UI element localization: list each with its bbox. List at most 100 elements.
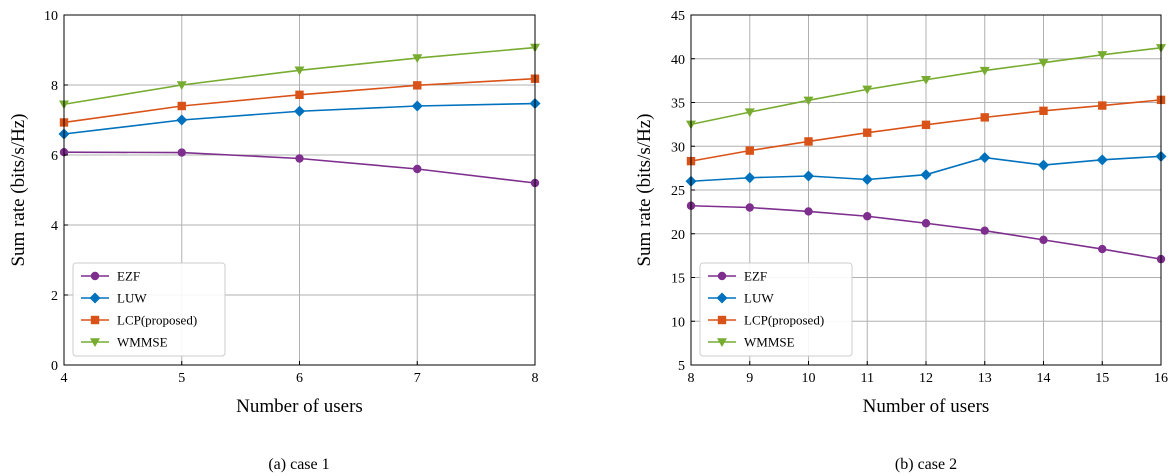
data-point [921,219,931,228]
legend-entry: WMMSE [708,335,795,350]
data-point [863,128,872,137]
y-tick-label: 30 [671,140,685,155]
x-tick-label: 12 [919,371,933,386]
y-tick-label: 2 [51,289,58,304]
data-point [1098,101,1107,110]
y-tick-label: 15 [671,272,685,287]
data-point [979,66,990,76]
data-point [177,148,186,157]
data-point [1097,51,1108,60]
data-point [745,146,754,155]
data-point [1098,244,1107,254]
series-ezf [59,148,540,188]
data-point [980,226,989,235]
data-point [804,207,813,216]
x-tick-label: 4 [61,371,68,386]
data-point [1039,106,1048,116]
legend-label: EZF [744,269,767,284]
chart-panel-1: 4 5 6 7 8 0 2 4 6 8 10 Number of users Sum rate (bit… [8,9,541,473]
y-tick-label: 40 [671,53,685,68]
x-tick-label: 8 [688,371,695,386]
axis-ticks: 8 9 10 11 12 13 14 15 16 5 10 15 20 25 30 35 40 45 [671,9,1168,386]
legend-label: EZF [117,269,140,284]
axis-ticks: 4 5 6 7 8 0 2 4 6 8 10 [44,9,539,386]
legend-label: LCP(proposed) [117,313,197,328]
data-point [295,90,304,99]
x-tick-label: 5 [178,371,185,386]
x-tick-label: 13 [978,371,992,386]
y-tick-label: 35 [671,97,685,112]
y-tick-label: 10 [44,9,58,24]
data-point [411,100,423,112]
legend-marker [90,338,100,347]
legend-entry: LCP(proposed) [708,313,824,328]
legend: EZF LUW LCP(proposed) WMMSE [699,262,853,357]
data-point [803,96,814,106]
series-luw [58,98,541,140]
series-ezf [686,201,1166,264]
data-point [980,113,989,122]
data-point [413,81,422,90]
data-point [1038,58,1049,68]
y-tick-label: 45 [671,9,685,24]
legend-marker [717,271,727,281]
data-point [861,174,873,185]
legend: EZF LUW LCP(proposed) WMMSE [72,262,226,357]
data-point [176,81,187,90]
data-point [744,172,756,184]
data-point [921,120,931,130]
data-point [745,203,754,212]
y-tick-label: 6 [51,149,58,164]
data-point [863,212,872,221]
y-tick-label: 0 [51,359,58,374]
data-point [295,154,304,163]
y-tick-label: 8 [51,79,58,94]
legend-entry: EZF [708,269,767,284]
y-axis-label: Sum rate (bits/s/Hz) [8,113,29,266]
x-tick-label: 14 [1037,371,1051,386]
x-tick-label: 7 [414,371,421,386]
data-point [1038,159,1049,171]
legend-label: LUW [744,291,774,306]
y-tick-label: 25 [671,184,685,199]
legend-entry: LCP(proposed) [81,313,197,328]
legend-entry: WMMSE [81,335,168,350]
x-tick-label: 15 [1095,371,1109,386]
legend-entry: LUW [708,291,774,306]
legend-box [699,262,853,357]
x-tick-label: 10 [802,371,816,386]
data-point [979,152,991,164]
y-tick-label: 4 [51,219,58,234]
x-tick-label: 8 [532,371,539,386]
chart-panel-2: 8 9 10 11 12 13 14 15 16 5 10 15 20 25 30 35 40 45 Number … [634,9,1168,473]
data-point [1039,235,1048,245]
subfigure-caption: (a) case 1 [268,456,329,473]
legend-entry: LUW [81,291,147,306]
legend-label: LCP(proposed) [744,313,824,328]
legend-marker [717,338,727,347]
x-tick-label: 9 [746,371,753,386]
subfigure-caption: (b) case 2 [895,456,957,473]
legend-label: LUW [117,291,147,306]
legend-entry: EZF [81,269,140,284]
legend-marker [90,271,100,281]
y-axis-label: Sum rate (bits/s/Hz) [634,113,655,266]
legend-marker [716,292,728,304]
legend-box [72,262,226,357]
y-tick-label: 10 [671,315,685,330]
legend-label: WMMSE [744,335,795,350]
data-point [804,137,813,146]
x-tick-label: 6 [296,371,303,386]
data-point [177,101,186,111]
data-point [803,170,814,182]
data-point [744,108,755,118]
legend-marker [89,292,101,304]
y-tick-label: 20 [671,228,685,243]
data-point [862,85,873,95]
data-point [294,66,305,76]
x-axis-label: Number of users [236,396,363,417]
data-point [920,169,932,181]
x-tick-label: 11 [861,371,874,386]
data-point [1096,154,1108,166]
